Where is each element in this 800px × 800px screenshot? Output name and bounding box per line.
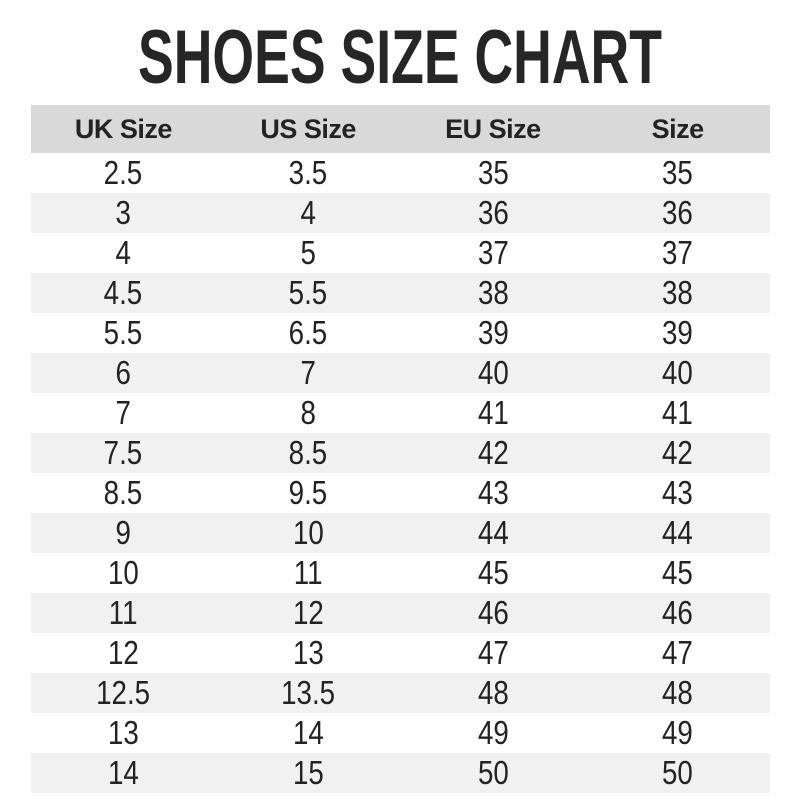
table-cell: 11: [293, 554, 323, 591]
table-cell: 9.5: [288, 474, 328, 511]
table-row: 7 8 41 41: [31, 393, 770, 433]
table-row: 2.5 3.5 35 35: [31, 153, 770, 193]
table-cell: 7.5: [104, 434, 143, 471]
page-title: SHOES SIZE CHART: [138, 15, 662, 100]
table-cell: 46: [477, 594, 509, 631]
table-row: 4 5 37 37: [31, 233, 770, 273]
column-header-eu-size: EU Size: [445, 113, 541, 144]
table-cell: 36: [662, 194, 694, 231]
table-cell: 40: [662, 354, 694, 391]
table-cell: 5: [300, 234, 316, 271]
table-cell: 12: [292, 594, 324, 631]
table-cell: 41: [477, 394, 509, 431]
column-header-size: Size: [651, 113, 705, 144]
table-cell: 6.5: [288, 314, 328, 351]
table-cell: 7: [300, 354, 316, 391]
table-row: 6 7 40 40: [31, 353, 770, 393]
table-cell: 10: [107, 554, 139, 591]
column-header-uk-size: UK Size: [74, 113, 173, 144]
table-cell: 45: [477, 554, 509, 591]
table-cell: 14: [292, 714, 324, 751]
table-cell: 8.5: [104, 474, 143, 511]
table-cell: 43: [477, 474, 509, 511]
table-cell: 2.5: [104, 154, 143, 191]
table-row: 13 14 49 49: [31, 713, 770, 753]
table-cell: 49: [477, 714, 509, 751]
table-row: 12.5 13.5 48 48: [31, 673, 770, 713]
table-row: 3 4 36 36: [31, 193, 770, 233]
table-row: 10 11 45 45: [31, 553, 770, 593]
table-cell: 12.5: [96, 674, 151, 711]
table-cell: 8: [300, 394, 316, 431]
table-cell: 36: [477, 194, 509, 231]
table-body: 2.5 3.5 35 35 3 4 36 36 4 5 37 37 4.5 5.5 38 38 5.5 6.5 39…: [31, 153, 770, 793]
table-cell: 13.5: [281, 674, 336, 711]
size-conversion-table: UK Size US Size EU Size Size 2.5 3.5 35 35 3…: [31, 105, 770, 793]
table-cell: 49: [662, 714, 694, 751]
table-cell: 39: [477, 314, 509, 351]
table-row: 5.5 6.5 39 39: [31, 313, 770, 353]
table-cell: 47: [662, 634, 694, 671]
table-cell: 3.5: [288, 154, 328, 191]
table-cell: 42: [662, 434, 694, 471]
table-row: 12 13 47 47: [31, 633, 770, 673]
table-row: 14 15 50 50: [31, 753, 770, 793]
table-cell: 4.5: [104, 274, 143, 311]
table-cell: 14: [107, 754, 139, 791]
table-cell: 39: [662, 314, 694, 351]
table-cell: 4: [115, 234, 132, 271]
table-cell: 44: [662, 514, 694, 551]
table-row: 8.5 9.5 43 43: [31, 473, 770, 513]
table-cell: 40: [477, 354, 509, 391]
table-row: 4.5 5.5 38 38: [31, 273, 770, 313]
table-header-row: UK Size US Size EU Size Size: [31, 105, 770, 153]
table-cell: 3: [115, 194, 132, 231]
table-cell: 43: [662, 474, 694, 511]
table-cell: 7: [115, 394, 132, 431]
table-row: 9 10 44 44: [31, 513, 770, 553]
table-cell: 10: [292, 514, 324, 551]
table-cell: 4: [300, 194, 316, 231]
table-cell: 6: [115, 354, 132, 391]
table-cell: 48: [477, 674, 509, 711]
table-cell: 13: [292, 634, 324, 671]
table-cell: 38: [662, 274, 694, 311]
table-cell: 15: [292, 754, 324, 791]
table-cell: 37: [662, 234, 694, 271]
table-cell: 5.5: [288, 274, 328, 311]
table-cell: 38: [477, 274, 509, 311]
page-title-text: SHOES SIZE CHART: [138, 15, 662, 100]
table-cell: 35: [662, 154, 694, 191]
table-cell: 11: [108, 594, 138, 631]
table-cell: 8.5: [288, 434, 328, 471]
table-cell: 45: [662, 554, 694, 591]
table-cell: 13: [107, 714, 139, 751]
table-cell: 37: [477, 234, 509, 271]
table-cell: 9: [115, 514, 132, 551]
table-cell: 47: [477, 634, 509, 671]
table-cell: 35: [477, 154, 509, 191]
table-row: 11 12 46 46: [31, 593, 770, 633]
table-cell: 42: [477, 434, 509, 471]
table-cell: 46: [662, 594, 694, 631]
table-cell: 41: [662, 394, 694, 431]
table-cell: 50: [662, 754, 694, 791]
table-cell: 48: [662, 674, 694, 711]
table-cell: 12: [107, 634, 139, 671]
table-cell: 44: [477, 514, 509, 551]
table-cell: 50: [477, 754, 509, 791]
table-row: 7.5 8.5 42 42: [31, 433, 770, 473]
column-header-us-size: US Size: [260, 113, 356, 144]
table-cell: 5.5: [104, 314, 143, 351]
